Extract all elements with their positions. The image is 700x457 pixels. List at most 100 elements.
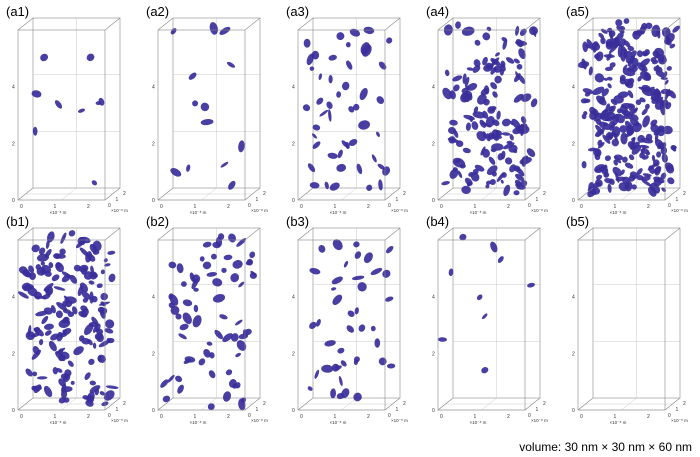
precipitate-blob [580, 98, 589, 104]
box-edge [17, 397, 34, 411]
precipitate-blob [595, 51, 604, 62]
precipitate-blob [486, 26, 492, 32]
precipitate-blob [636, 168, 643, 176]
precipitate-blob [41, 315, 49, 325]
z-tick-label: 4 [572, 85, 575, 91]
box-edge [437, 187, 454, 201]
precipitate-blob [497, 256, 504, 263]
precipitate-blob [454, 158, 462, 164]
precipitate-blob [175, 313, 182, 320]
precipitate-blob [57, 333, 67, 338]
precipitate-blob [619, 125, 628, 133]
panel-label: (a4) [426, 4, 449, 19]
precipitate-blob [588, 66, 593, 76]
precipitate-blob [476, 294, 483, 301]
z-tick-label: 2 [12, 141, 15, 147]
precipitate-blob [36, 267, 46, 276]
precipitate-blob [230, 273, 240, 283]
precipitate-blob [472, 65, 481, 73]
precipitate-blob [461, 185, 471, 195]
precipitate-blob [615, 19, 623, 27]
box-front-face [17, 239, 106, 411]
precipitate-blob [236, 340, 247, 351]
precipitate-blob [490, 241, 498, 253]
precipitate-blob [178, 333, 187, 340]
z-tick-label: 4 [292, 295, 295, 301]
precipitate-blob [69, 274, 78, 284]
box-front-face [157, 29, 246, 201]
precipitate-blob [604, 155, 611, 162]
precipitate-blob [494, 75, 502, 84]
y-tick-label: 1 [536, 407, 539, 413]
precipitate-blob [513, 93, 524, 103]
precipitate-blob [619, 38, 627, 47]
precipitate-blob [99, 391, 105, 396]
precipitate-blob [345, 141, 350, 150]
precipitate-blob [306, 53, 315, 66]
precipitate-blob [627, 125, 632, 132]
box-edge [104, 187, 121, 201]
precipitate-blob [466, 67, 474, 71]
precipitate-blob [230, 333, 239, 342]
precipitate-blob [193, 287, 199, 292]
precipitate-blob [212, 241, 221, 249]
y-tick-label: 0 [248, 203, 251, 209]
precipitate-blob [485, 184, 490, 189]
x-tick-label: 2 [647, 204, 650, 210]
precipitate-blob [592, 86, 605, 96]
precipitate-blob [108, 273, 116, 283]
box-edge [104, 397, 121, 411]
precipitate-blob [221, 267, 227, 274]
precipitate-blob [511, 118, 521, 130]
precipitate-blob [28, 265, 35, 273]
precipitate-blob [212, 278, 223, 287]
z-tick-label: 0 [292, 198, 295, 204]
precipitate-blob [630, 50, 637, 58]
precipitate-blob [520, 93, 532, 102]
precipitate-blob [651, 154, 656, 162]
precipitate-blob [96, 283, 103, 289]
x-tick-label: 0 [20, 414, 23, 420]
box-edge [17, 17, 34, 31]
panel-label: (b3) [286, 214, 309, 229]
precipitate-blob [97, 354, 106, 363]
precipitate-blob [348, 106, 355, 113]
precipitate-blob [613, 36, 620, 48]
precipitate-blob [631, 114, 639, 121]
precipitate-blob [91, 316, 99, 327]
y-tick-label: 1 [256, 197, 259, 203]
precipitate-blob [643, 72, 652, 81]
x-tick-label: 1 [54, 414, 57, 420]
box-edge [524, 227, 541, 241]
precipitate-blob [321, 364, 334, 373]
precipitate-blob [374, 338, 381, 348]
precipitate-blob [627, 55, 636, 67]
precipitate-blob [50, 333, 59, 341]
precipitate-blob [516, 63, 523, 70]
y-tick-label: 2 [123, 401, 126, 407]
precipitate-blob [672, 25, 680, 33]
precipitate-blob [212, 294, 226, 303]
precipitate-blob [61, 317, 68, 323]
precipitate-blob [184, 356, 196, 363]
precipitate-blob [657, 142, 663, 150]
precipitate-blob [363, 252, 373, 264]
precipitate-blob [665, 102, 672, 110]
precipitate-blob [87, 253, 96, 262]
y-unit-label: ×10⁻⁸ m [671, 208, 688, 213]
precipitate-blob [181, 281, 187, 287]
precipitate-blob [22, 284, 32, 292]
box-edge [157, 227, 174, 241]
precipitate-blob [470, 172, 480, 182]
y-tick-label: 0 [668, 203, 671, 209]
precipitate-blob [515, 173, 525, 181]
precipitate-blob [589, 110, 598, 120]
precipitate-blob [95, 101, 102, 106]
precipitate-blob [669, 43, 676, 49]
precipitate-blob [509, 134, 514, 141]
precipitate-blob [51, 274, 60, 282]
precipitate-blob [32, 126, 38, 136]
x-unit-label: ×10⁻⁸ m [330, 420, 347, 425]
precipitate-blob [633, 31, 638, 36]
